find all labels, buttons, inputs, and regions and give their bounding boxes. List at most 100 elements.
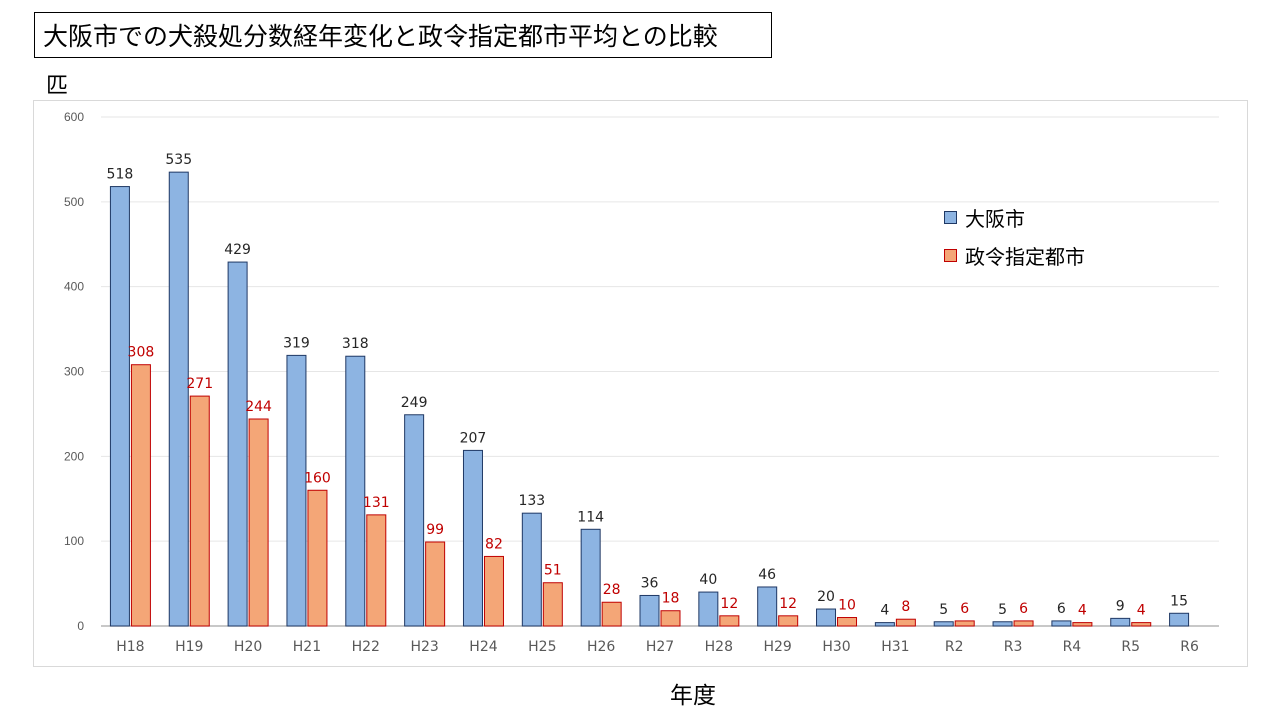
legend-label-seirei: 政令指定都市 (965, 244, 1085, 269)
x-tick-label: H30 (822, 639, 850, 655)
data-label-osaka: 5 (998, 602, 1007, 618)
x-tick-label: H23 (410, 639, 438, 655)
legend-swatch-osaka (944, 210, 957, 224)
bar-seirei (1131, 622, 1152, 627)
bar-osaka (345, 355, 366, 627)
bar-osaka (933, 621, 954, 627)
data-label-osaka: 249 (401, 395, 428, 411)
data-label-osaka: 429 (224, 242, 251, 258)
bar-seirei (1072, 622, 1093, 627)
bar-seirei (601, 601, 622, 627)
x-tick-label: H31 (881, 639, 909, 655)
data-label-seirei: 51 (544, 563, 562, 579)
x-tick-label: H29 (764, 639, 792, 655)
data-label-osaka: 4 (880, 603, 889, 619)
data-label-seirei: 12 (779, 596, 797, 612)
y-tick-label: 100 (64, 534, 84, 548)
data-label-seirei: 131 (363, 495, 390, 511)
x-tick-label: H18 (116, 639, 144, 655)
y-tick-label: 200 (64, 449, 84, 463)
bar-seirei (189, 395, 210, 627)
data-label-seirei: 4 (1078, 603, 1087, 619)
data-label-osaka: 318 (342, 336, 369, 352)
y-tick-label: 400 (64, 280, 84, 294)
data-label-osaka: 6 (1057, 601, 1066, 617)
data-label-osaka: 207 (460, 430, 487, 446)
data-label-seirei: 6 (1019, 601, 1028, 617)
data-label-seirei: 308 (128, 345, 155, 361)
bar-osaka (580, 528, 601, 627)
bar-osaka (404, 414, 425, 627)
x-tick-label: H20 (234, 639, 262, 655)
bar-osaka (757, 586, 778, 627)
bar-seirei (248, 418, 269, 627)
bar-seirei (719, 615, 740, 627)
bar-seirei (895, 618, 916, 627)
x-tick-label: H26 (587, 639, 615, 655)
x-tick-label: H21 (293, 639, 321, 655)
bar-osaka (992, 621, 1013, 627)
bar-osaka (1169, 612, 1190, 627)
data-label-seirei: 18 (662, 591, 680, 607)
x-tick-label: R6 (1180, 639, 1199, 655)
bar-seirei (542, 582, 563, 627)
data-label-osaka: 518 (107, 167, 134, 183)
data-label-seirei: 271 (186, 376, 213, 392)
y-tick-label: 600 (64, 110, 84, 124)
data-label-seirei: 6 (960, 601, 969, 617)
bar-osaka (1051, 620, 1072, 627)
legend-label-osaka: 大阪市 (965, 206, 1025, 231)
data-label-seirei: 99 (426, 522, 444, 538)
legend-swatch-seirei (944, 248, 957, 262)
data-label-osaka: 36 (641, 575, 659, 591)
data-label-osaka: 40 (699, 572, 717, 588)
bar-osaka (109, 186, 130, 627)
x-tick-label: H24 (469, 639, 497, 655)
bar-osaka (168, 171, 189, 627)
bar-seirei (778, 615, 799, 627)
chart-title: 大阪市での犬殺処分数経年変化と政令指定都市平均との比較 (34, 12, 772, 58)
bar-osaka (639, 594, 660, 627)
legend: 大阪市 政令指定都市 (944, 198, 1085, 274)
data-label-osaka: 46 (758, 567, 776, 583)
bar-osaka (286, 354, 307, 627)
data-label-osaka: 114 (577, 509, 604, 525)
data-label-osaka: 20 (817, 589, 835, 605)
data-label-seirei: 82 (485, 536, 503, 552)
data-label-seirei: 4 (1137, 603, 1146, 619)
data-label-seirei: 244 (245, 399, 272, 415)
bar-osaka (227, 261, 248, 627)
data-label-osaka: 319 (283, 335, 310, 351)
data-label-osaka: 133 (518, 493, 545, 509)
x-tick-label: H25 (528, 639, 556, 655)
y-tick-label: 500 (64, 195, 84, 209)
data-label-seirei: 28 (603, 582, 621, 598)
bar-seirei (307, 489, 328, 627)
bar-seirei (130, 364, 151, 627)
x-tick-label: R5 (1121, 639, 1140, 655)
x-tick-label: H28 (705, 639, 733, 655)
data-label-osaka: 5 (939, 602, 948, 618)
bar-osaka (521, 512, 542, 627)
x-tick-label: H19 (175, 639, 203, 655)
legend-item-osaka: 大阪市 (944, 198, 1085, 236)
bar-osaka (462, 449, 483, 627)
bar-seirei (660, 610, 681, 627)
x-axis-label: 年度 (670, 683, 716, 709)
bar-seirei (1013, 620, 1034, 627)
y-tick-label: 0 (77, 619, 84, 633)
x-tick-label: R2 (945, 639, 964, 655)
data-label-seirei: 10 (838, 598, 856, 614)
x-tick-label: R3 (1004, 639, 1023, 655)
data-label-seirei: 8 (901, 599, 910, 615)
bar-osaka (816, 608, 837, 627)
bar-seirei (954, 620, 975, 627)
data-label-osaka: 15 (1170, 593, 1188, 609)
bar-seirei (837, 617, 858, 627)
bar-osaka (698, 591, 719, 627)
data-label-osaka: 535 (165, 152, 192, 168)
bar-osaka (1110, 617, 1131, 627)
bar-seirei (483, 555, 504, 627)
data-label-seirei: 160 (304, 470, 331, 486)
